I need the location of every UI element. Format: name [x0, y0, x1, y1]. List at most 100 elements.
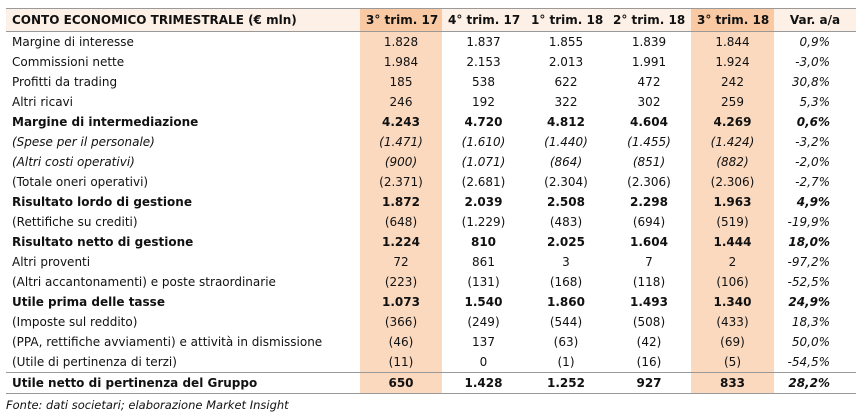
cell-value: (46) [360, 332, 442, 352]
cell-value: -3,2% [795, 135, 830, 149]
cell-value: 137 [472, 335, 495, 349]
cell-value: 2.298 [630, 195, 668, 209]
cell-value: (11) [360, 352, 442, 373]
cell-value: (1) [557, 355, 575, 369]
cell-value: 185 [360, 72, 442, 92]
cell-value: -2,7% [795, 175, 830, 189]
cell-value: (69) [691, 332, 774, 352]
row-label: Utile netto di pertinenza del Gruppo [6, 372, 360, 394]
row-label: (Imposte sul reddito) [12, 315, 138, 329]
column-header: 4° trim. 17 [442, 8, 525, 32]
cell-value: 1.828 [360, 31, 442, 52]
cell-value: 242 [691, 72, 774, 92]
cell-value: 1.860 [547, 295, 585, 309]
cell-value: 0,6% [796, 115, 830, 129]
table-body: Margine di interesse 1.828 1.837 1.855 1.839… [6, 31, 856, 394]
cell-value: -19,9% [787, 215, 830, 229]
cell-value: (63) [553, 335, 579, 349]
cell-value: 0 [479, 355, 488, 369]
cell-value: 1.872 [360, 192, 442, 212]
cell-value: (519) [691, 212, 774, 232]
cell-value: (2.306) [627, 175, 671, 189]
cell-value: 30,8% [791, 75, 830, 89]
cell-value: 472 [637, 75, 661, 89]
row-label: (Spese per il personale) [12, 135, 155, 149]
cell-value: 4,9% [796, 195, 830, 209]
cell-value: 192 [472, 95, 495, 109]
row-label: (Rettifiche su crediti) [12, 215, 138, 229]
cell-value: (1.440) [544, 135, 588, 149]
table-row: Risultato lordo di gestione 1.872 2.039 2.5… [6, 192, 856, 212]
cell-value: 2.013 [548, 55, 584, 69]
cell-value: 7 [645, 255, 653, 269]
table-row: Margine di interesse 1.828 1.837 1.855 1.839… [6, 31, 856, 52]
cell-value: (433) [691, 312, 774, 332]
cell-value: (5) [691, 352, 774, 373]
cell-value: (366) [360, 312, 442, 332]
table-row: (Totale oneri operativi) (2.371) (2.681) (2… [6, 172, 856, 192]
table-row: Commissioni nette 1.984 2.153 2.013 1.991 1.9… [6, 52, 856, 72]
cell-value: 833 [691, 372, 774, 394]
cell-value: 1.340 [691, 292, 774, 312]
table-row: Margine di intermediazione 4.243 4.720 4.81… [6, 112, 856, 132]
income-table: CONTO ECONOMICO TRIMESTRALE (€ mln) 3° t… [6, 8, 856, 394]
cell-value: (1.610) [461, 135, 506, 149]
cell-value: 1.963 [691, 192, 774, 212]
cell-value: 1.604 [630, 235, 668, 249]
cell-value: 2 [691, 252, 774, 272]
table-row: Altri proventi 72 861 3 7 2 -97,2% [6, 252, 856, 272]
cell-value: 5,3% [799, 95, 831, 109]
cell-value: 259 [691, 92, 774, 112]
header-row: CONTO ECONOMICO TRIMESTRALE (€ mln) 3° t… [6, 8, 856, 32]
cell-value: (16) [636, 355, 662, 369]
table-row: Risultato netto di gestione 1.224 810 2.025… [6, 232, 856, 252]
row-label: (Altri accantonamenti) e poste straordin… [12, 275, 276, 289]
cell-value: 1.224 [360, 232, 442, 252]
cell-value: 18,0% [788, 235, 830, 249]
cell-value: (483) [549, 215, 583, 229]
cell-value: 861 [472, 255, 495, 269]
cell-value: (118) [632, 275, 666, 289]
cell-value: 2.025 [547, 235, 585, 249]
cell-value: 622 [554, 75, 578, 89]
cell-value: (2.304) [544, 175, 588, 189]
table-title: CONTO ECONOMICO TRIMESTRALE (€ mln) [6, 8, 360, 32]
cell-value: 18,3% [791, 315, 830, 329]
cell-value: (2.681) [461, 175, 506, 189]
cell-value: (1.424) [691, 132, 774, 152]
cell-value: 2.153 [466, 55, 501, 69]
cell-value: (1.229) [461, 215, 506, 229]
cell-value: (168) [549, 275, 583, 289]
cell-value: 1.837 [466, 35, 501, 49]
column-header: 3° trim. 17 [360, 8, 442, 32]
cell-value: (882) [691, 152, 774, 172]
cell-value: (544) [549, 315, 583, 329]
cell-value: 1.252 [525, 372, 607, 394]
cell-value: 0,9% [799, 35, 831, 49]
cell-value: (508) [632, 315, 666, 329]
table-row: Altri ricavi 246 192 322 302 259 5,3% [6, 92, 856, 112]
cell-value: 302 [637, 95, 661, 109]
column-header: Var. a/a [774, 8, 856, 32]
cell-value: 1.073 [360, 292, 442, 312]
source-note: Fonte: dati societari; elaborazione Mark… [6, 398, 289, 412]
cell-value: 1.428 [442, 372, 525, 394]
column-header: 3° trim. 18 [691, 8, 774, 32]
table-row: (PPA, rettifiche avviamenti) e attività … [6, 332, 856, 352]
row-label: (PPA, rettifiche avviamenti) e attività … [12, 335, 323, 349]
cell-value: (900) [360, 152, 442, 172]
cell-value: 322 [554, 95, 578, 109]
cell-value: 4.269 [691, 112, 774, 132]
row-label: Risultato lordo di gestione [12, 195, 192, 209]
cell-value: (42) [636, 335, 662, 349]
row-label: (Totale oneri operativi) [12, 175, 149, 189]
cell-value: (851) [632, 155, 666, 169]
cell-value: (1.071) [461, 155, 506, 169]
cell-value: 4.720 [464, 115, 503, 129]
row-label: Commissioni nette [12, 55, 125, 69]
cell-value: -97,2% [787, 255, 830, 269]
row-label: Profitti da trading [12, 75, 118, 89]
cell-value: 1.493 [630, 295, 668, 309]
cell-value: (106) [691, 272, 774, 292]
